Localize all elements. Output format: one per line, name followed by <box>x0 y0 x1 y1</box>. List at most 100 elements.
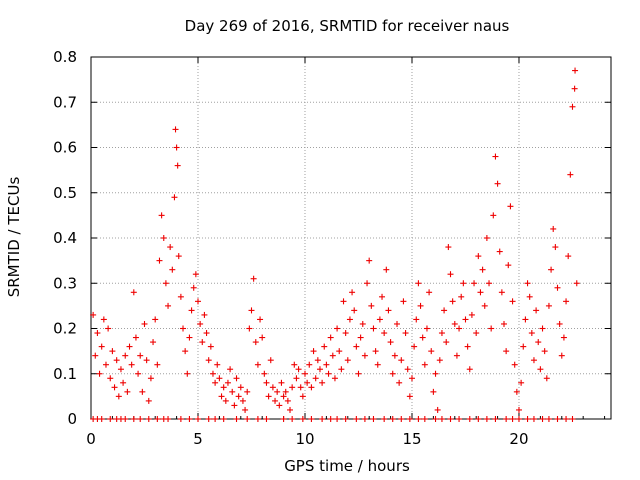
data-point <box>346 316 353 323</box>
data-point <box>353 343 360 350</box>
data-point <box>169 266 176 273</box>
data-point <box>316 366 323 373</box>
data-point <box>214 361 221 368</box>
y-tick-label: 0.4 <box>53 229 77 247</box>
data-point <box>165 302 172 309</box>
grid-lines <box>91 57 611 419</box>
zero-data-point <box>308 416 315 422</box>
zero-data-point <box>280 416 287 422</box>
data-point <box>477 289 484 296</box>
zero-data-point <box>545 416 552 422</box>
data-point <box>404 366 411 373</box>
zero-data-point <box>212 416 219 422</box>
data-point <box>252 339 259 346</box>
data-point <box>218 393 225 400</box>
data-point <box>351 307 358 314</box>
data-point <box>417 302 424 309</box>
data-point <box>402 330 409 337</box>
data-point <box>160 235 167 241</box>
data-point <box>259 334 266 341</box>
data-point <box>321 343 328 350</box>
data-point <box>102 361 109 368</box>
zero-data-point <box>432 416 439 422</box>
data-point <box>207 343 214 350</box>
data-point <box>128 361 135 368</box>
data-point <box>98 343 105 350</box>
y-tick-label: 0.5 <box>53 184 77 202</box>
data-point <box>387 339 394 346</box>
zero-data-point <box>319 416 326 422</box>
data-point <box>488 325 495 332</box>
data-point <box>237 384 244 391</box>
data-point <box>177 293 184 300</box>
zero-data-point <box>107 416 114 422</box>
data-point <box>391 352 398 359</box>
data-point <box>550 225 557 232</box>
data-point <box>475 253 482 260</box>
data-point <box>173 144 180 151</box>
data-point <box>135 370 142 377</box>
data-point <box>274 388 281 395</box>
data-point <box>287 406 294 413</box>
data-point <box>293 375 300 382</box>
data-point <box>430 388 437 395</box>
data-point <box>394 320 401 327</box>
zero-data-point <box>186 416 193 422</box>
y-tick-label: 0.6 <box>53 139 77 157</box>
data-point <box>415 280 422 287</box>
data-point <box>507 203 514 210</box>
data-point <box>227 366 234 373</box>
zero-data-point <box>289 416 296 422</box>
zero-data-point <box>98 416 105 422</box>
data-point <box>411 343 418 350</box>
data-point <box>406 393 413 400</box>
data-point <box>492 153 499 160</box>
x-tick-label: 20 <box>509 430 528 448</box>
data-point <box>361 352 368 359</box>
zero-data-point <box>165 416 172 422</box>
data-point <box>445 244 452 251</box>
data-point <box>554 284 561 291</box>
data-point <box>560 334 567 341</box>
data-point <box>141 320 148 327</box>
data-point <box>117 366 124 373</box>
data-point <box>186 334 193 341</box>
data-point <box>548 266 555 273</box>
data-point <box>90 311 97 318</box>
zero-data-point <box>381 416 388 422</box>
zero-data-point <box>438 416 445 422</box>
data-point <box>267 357 274 364</box>
data-point <box>180 325 187 332</box>
zero-data-point <box>503 416 510 422</box>
data-point <box>246 325 253 332</box>
data-point <box>490 212 497 219</box>
zero-data-point <box>421 416 428 422</box>
data-point <box>364 280 371 287</box>
x-axis-title: GPS time / hours <box>284 457 410 475</box>
data-point <box>192 271 199 278</box>
data-point <box>481 302 488 309</box>
data-point <box>212 379 219 386</box>
data-point <box>428 348 435 355</box>
x-tick-label: 0 <box>86 430 96 448</box>
data-point <box>466 366 473 373</box>
data-point <box>423 325 430 332</box>
data-point <box>456 325 463 332</box>
data-point <box>340 298 347 305</box>
y-tick-label: 0.1 <box>53 365 77 383</box>
data-point <box>374 361 381 368</box>
data-point <box>473 330 480 337</box>
data-point <box>355 370 362 377</box>
data-point <box>323 361 330 368</box>
zero-data-point <box>466 416 473 422</box>
zero-data-point <box>492 416 499 422</box>
zero-data-point <box>122 416 129 422</box>
data-point <box>537 366 544 373</box>
data-point <box>573 280 580 287</box>
zero-data-point <box>145 416 152 422</box>
zero-data-point <box>515 416 522 422</box>
data-point <box>366 257 373 264</box>
zero-data-point <box>483 416 490 422</box>
data-point <box>172 126 179 133</box>
